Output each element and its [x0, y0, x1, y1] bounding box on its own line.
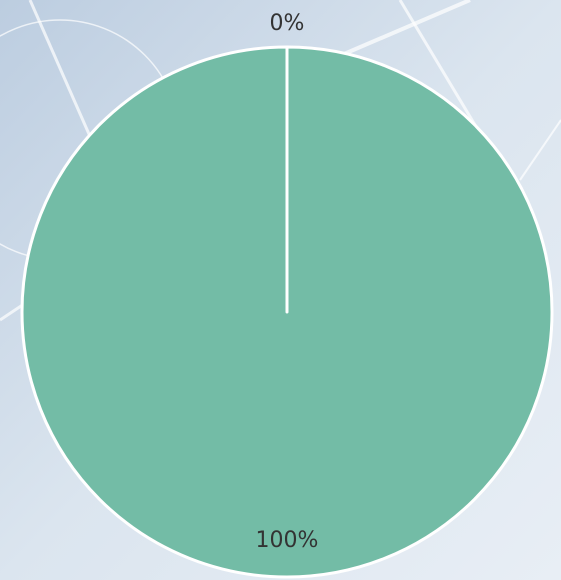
pie-slice [20, 45, 554, 579]
data-label: 0% [270, 11, 305, 36]
data-label: 100% [256, 528, 319, 553]
